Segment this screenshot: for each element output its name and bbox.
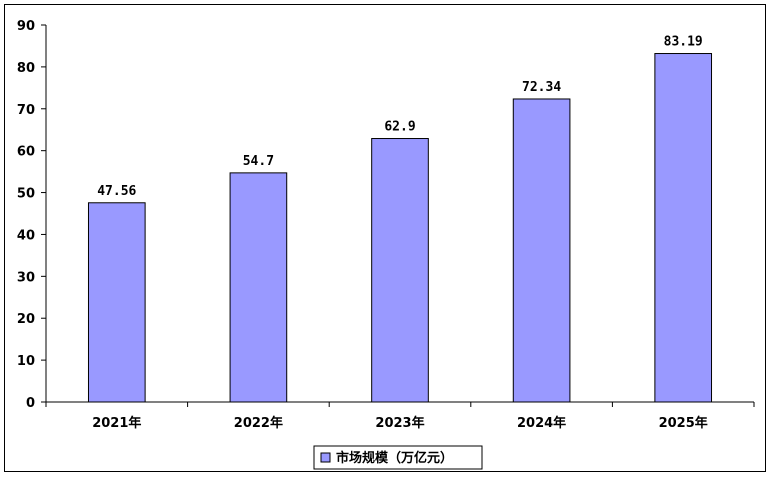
legend-box bbox=[313, 445, 483, 470]
data-label: 62.9 bbox=[384, 120, 415, 135]
x-tick-label: 2024年 bbox=[517, 415, 566, 431]
data-label: 54.7 bbox=[243, 154, 274, 169]
x-tick-label: 2025年 bbox=[659, 415, 708, 431]
legend-label: 市场规模（万亿元） bbox=[336, 450, 453, 466]
bars bbox=[87, 53, 713, 403]
bar bbox=[654, 53, 713, 403]
y-tick-label: 90 bbox=[17, 19, 35, 34]
y-tick-label: 80 bbox=[17, 61, 35, 76]
x-tick-label: 2023年 bbox=[375, 415, 424, 431]
y-tick-label: 10 bbox=[17, 354, 35, 369]
data-label: 83.19 bbox=[664, 35, 703, 50]
legend-swatch bbox=[320, 452, 331, 463]
data-labels: 47.56 54.7 62.9 72.34 83.19 bbox=[97, 35, 703, 199]
data-label: 47.56 bbox=[97, 184, 136, 199]
legend: 市场规模（万亿元） bbox=[313, 445, 483, 470]
bar bbox=[87, 202, 146, 403]
y-tick-label: 70 bbox=[17, 103, 35, 118]
data-label: 72.34 bbox=[522, 80, 561, 95]
y-tick-label: 60 bbox=[17, 145, 35, 160]
y-tick-label: 30 bbox=[17, 270, 35, 285]
bar bbox=[229, 172, 288, 403]
y-tick-label: 0 bbox=[26, 396, 35, 411]
y-tick-label: 20 bbox=[17, 312, 35, 327]
x-axis: 2021年 2022年 2023年 2024年 2025年 bbox=[45, 401, 755, 431]
bar bbox=[512, 98, 571, 403]
x-tick-label: 2021年 bbox=[92, 415, 141, 431]
y-tick-label: 40 bbox=[17, 228, 35, 243]
bar bbox=[371, 138, 429, 403]
y-tick-label: 50 bbox=[17, 187, 35, 202]
y-axis: 0 10 20 30 40 50 60 70 80 90 bbox=[17, 19, 47, 411]
x-tick-label: 2022年 bbox=[234, 415, 283, 431]
